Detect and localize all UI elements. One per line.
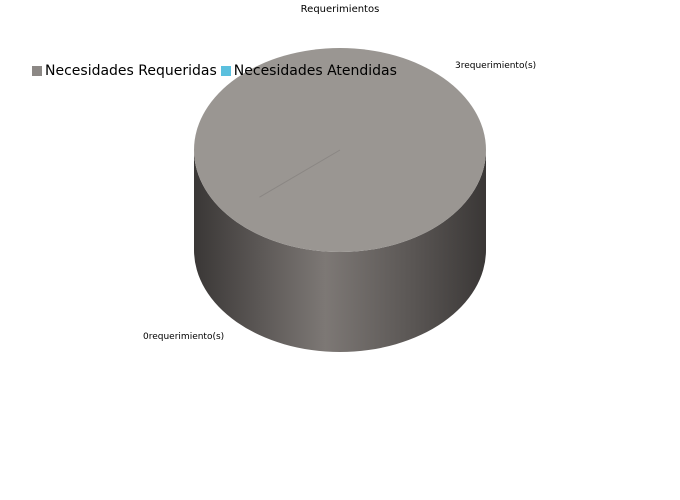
legend-swatch-atendidas <box>220 66 231 76</box>
legend-label-requeridas: Necesidades Requeridas <box>45 63 217 79</box>
legend: Necesidades Requeridas Necesidades Atend… <box>32 62 401 80</box>
pie-slice-atendidas <box>259 149 341 198</box>
chart-title: Requerimientos <box>300 4 380 15</box>
legend-item-atendidas: Necesidades Atendidas <box>220 62 397 80</box>
legend-label-atendidas: Necesidades Atendidas <box>233 63 397 79</box>
legend-item-requeridas: Necesidades Requeridas <box>32 62 217 80</box>
data-label-requeridas: 3requerimiento(s) <box>455 61 537 71</box>
data-label-atendidas: 0requerimiento(s) <box>143 332 225 342</box>
pie-slice-side-requeridas <box>194 150 486 352</box>
legend-swatch-requeridas <box>32 66 42 76</box>
